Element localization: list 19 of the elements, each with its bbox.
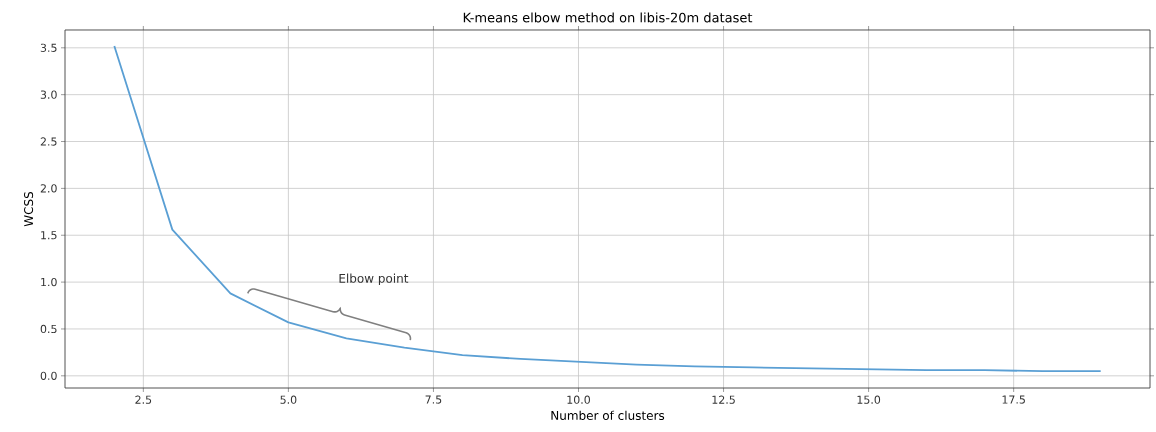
x-tick-label: 7.5 <box>425 395 442 404</box>
annotation: Elbow point <box>339 273 409 286</box>
y-tick-label: 1.0 <box>41 277 57 287</box>
x-tick-label: 12.5 <box>712 395 735 404</box>
x-tick-label: 10.0 <box>567 395 590 404</box>
x-tick-label: 2.5 <box>135 395 152 404</box>
x-tick-label: 5.0 <box>280 395 297 404</box>
y-tick-label: 2.0 <box>40 184 57 193</box>
y-tick-label: 3.0 <box>40 90 57 99</box>
x-tick-label: 17.5 <box>1002 395 1025 404</box>
y-axis-title: WCSS <box>24 191 34 227</box>
x-tick-label: 15.0 <box>857 395 881 404</box>
y-tick-label: 3.5 <box>40 43 57 52</box>
x-axis-title: Number of clusters <box>551 410 665 421</box>
y-tick-label: 0.0 <box>40 371 57 380</box>
y-tick-label: 0.5 <box>40 324 57 334</box>
y-tick-label: 1.5 <box>41 231 57 240</box>
chart-title: K-means elbow method on libis-20m dataset <box>463 12 753 23</box>
y-tick-label: 2.5 <box>40 137 57 146</box>
